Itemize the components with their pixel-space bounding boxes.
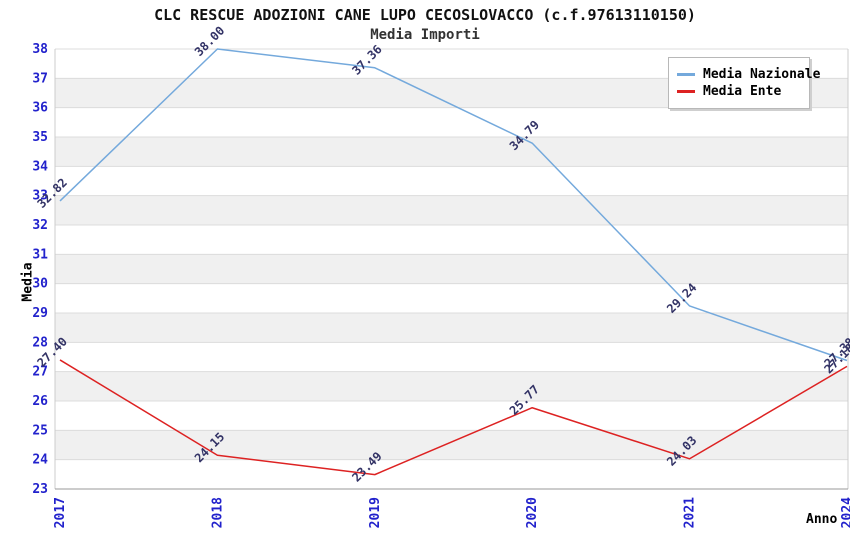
svg-text:33: 33	[32, 189, 48, 204]
svg-text:28: 28	[32, 335, 48, 350]
legend-swatch-blue-line-icon	[677, 73, 695, 76]
svg-text:31: 31	[32, 247, 48, 262]
svg-text:24: 24	[32, 453, 48, 468]
legend-item-media-ente: Media Ente	[677, 84, 801, 99]
y-axis-title: Media	[20, 262, 36, 302]
svg-text:30: 30	[32, 277, 48, 292]
legend-swatch-red-line-icon	[677, 90, 695, 93]
svg-text:38: 38	[32, 42, 48, 57]
svg-text:32: 32	[32, 218, 48, 233]
svg-text:36: 36	[32, 101, 48, 116]
svg-text:2024: 2024	[840, 497, 850, 528]
svg-text:2021: 2021	[683, 497, 698, 528]
svg-text:25: 25	[32, 423, 48, 438]
legend-box: Media Nazionale Media Ente	[668, 57, 820, 109]
svg-text:2020: 2020	[525, 497, 540, 528]
legend-label: Media Ente	[703, 84, 782, 99]
legend-label: Media Nazionale	[703, 67, 821, 82]
chart-subtitle: Media Importi	[370, 27, 480, 43]
svg-text:27: 27	[32, 365, 48, 380]
svg-text:23: 23	[32, 482, 48, 497]
svg-text:37.36: 37.36	[349, 42, 384, 77]
svg-text:2017: 2017	[53, 497, 68, 528]
svg-text:37: 37	[32, 71, 48, 86]
svg-text:2019: 2019	[368, 497, 383, 528]
svg-text:34: 34	[32, 159, 48, 174]
svg-text:29: 29	[32, 306, 48, 321]
svg-text:35: 35	[32, 130, 48, 145]
svg-text:38.00: 38.00	[192, 23, 227, 58]
chart-title: CLC RESCUE ADOZIONI CANE LUPO CECOSLOVAC…	[154, 6, 696, 24]
svg-text:26: 26	[32, 394, 48, 409]
x-axis-title: Anno	[806, 512, 838, 527]
legend-item-media-nazionale: Media Nazionale	[677, 67, 820, 82]
svg-text:2018: 2018	[210, 497, 225, 528]
